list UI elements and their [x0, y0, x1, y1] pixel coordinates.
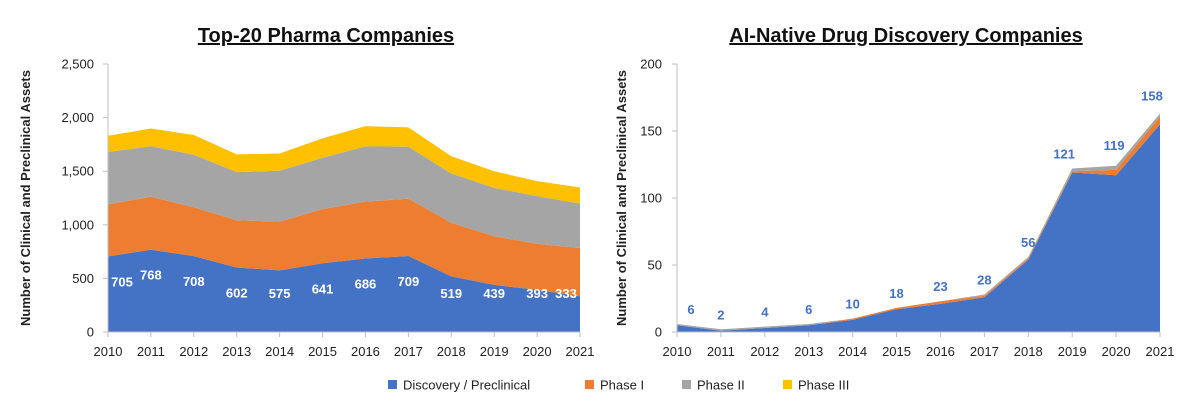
x-tick-label: 2015	[308, 344, 337, 359]
data-label: 6	[805, 302, 812, 317]
area-series-phase3	[108, 126, 580, 204]
x-tick-label: 2021	[566, 344, 595, 359]
x-tick-label: 2014	[838, 344, 867, 359]
data-label: 121	[1053, 147, 1075, 162]
data-label: 56	[1021, 235, 1035, 250]
area-series-phase1	[108, 196, 580, 297]
legend-swatch-phase3	[783, 380, 792, 389]
data-label: 119	[1104, 138, 1125, 153]
x-tick-label: 2019	[480, 344, 509, 359]
data-label: 23	[933, 279, 947, 294]
y-tick-label: 0	[655, 325, 662, 340]
x-tick-label: 2013	[222, 344, 251, 359]
data-label: 4	[761, 305, 769, 320]
y-tick-label: 2,500	[61, 57, 94, 72]
x-tick-label: 2017	[394, 344, 423, 359]
data-label: 708	[183, 274, 205, 289]
x-tick-label: 2013	[794, 344, 823, 359]
data-label: 6	[687, 302, 694, 317]
x-tick-label: 2020	[523, 344, 552, 359]
data-label: 519	[440, 286, 462, 301]
data-label: 575	[269, 286, 291, 301]
y-tick-label: 0	[87, 325, 94, 340]
x-tick-label: 2017	[970, 344, 999, 359]
y-axis-label: Number of Clinical and Preclinical Asset…	[18, 70, 33, 326]
chart-top20-pharma: Top-20 Pharma Companies Number of Clinica…	[18, 25, 594, 359]
data-label: 158	[1141, 89, 1163, 104]
data-label: 18	[889, 286, 903, 301]
chart-title: AI-Native Drug Discovery Companies	[729, 25, 1082, 47]
y-tick-label: 2,000	[61, 110, 94, 125]
data-label: 602	[226, 285, 248, 300]
data-label: 333	[555, 286, 577, 301]
x-tick-label: 2015	[882, 344, 911, 359]
x-tick-label: 2010	[663, 344, 692, 359]
area-series-discovery	[677, 124, 1160, 332]
x-tick-label: 2018	[437, 344, 466, 359]
area-series-discovery	[108, 249, 580, 332]
x-tick-label: 2012	[750, 344, 779, 359]
y-tick-label: 50	[648, 258, 662, 273]
data-label: 641	[312, 281, 334, 296]
y-tick-label: 1,500	[61, 164, 94, 179]
legend-label: Discovery / Preclinical	[403, 378, 530, 393]
y-tick-label: 150	[640, 124, 662, 139]
legend-label: Phase III	[798, 378, 849, 393]
data-label: 393	[526, 286, 548, 301]
x-tick-label: 2011	[707, 344, 735, 359]
data-label: 10	[845, 297, 859, 312]
data-label: 2	[717, 307, 724, 322]
x-tick-label: 2016	[926, 344, 955, 359]
area-series-phase2	[108, 146, 580, 249]
legend-swatch-phase2	[682, 380, 691, 389]
y-tick-label: 100	[640, 191, 662, 206]
legend: Discovery / Preclinical Phase I Phase II Ph…	[388, 378, 849, 393]
x-tick-label: 2016	[351, 344, 380, 359]
legend-swatch-phase1	[585, 380, 594, 389]
data-label: 768	[140, 268, 162, 283]
x-tick-label: 2021	[1146, 344, 1175, 359]
x-tick-label: 2014	[265, 344, 294, 359]
x-tick-label: 2018	[1014, 344, 1043, 359]
x-tick-label: 2011	[137, 344, 165, 359]
legend-label: Phase II	[697, 378, 745, 393]
y-tick-label: 1,000	[61, 217, 94, 232]
legend-swatch-discovery	[388, 380, 397, 389]
x-tick-label: 2012	[179, 344, 208, 359]
y-tick-label: 200	[640, 57, 662, 72]
data-label: 709	[398, 274, 420, 289]
data-label: 686	[355, 276, 377, 291]
data-label: 439	[483, 286, 505, 301]
x-tick-label: 2020	[1102, 344, 1131, 359]
data-label: 28	[977, 272, 991, 287]
x-tick-label: 2019	[1058, 344, 1087, 359]
y-tick-label: 500	[72, 271, 94, 286]
data-label: 705	[111, 274, 133, 289]
chart-title: Top-20 Pharma Companies	[198, 25, 454, 47]
legend-label: Phase I	[600, 378, 644, 393]
y-axis-label: Number of Clinical and Preclinical Asset…	[614, 70, 629, 326]
x-tick-label: 2010	[94, 344, 123, 359]
chart-ai-native: AI-Native Drug Discovery Companies Number…	[614, 25, 1174, 359]
